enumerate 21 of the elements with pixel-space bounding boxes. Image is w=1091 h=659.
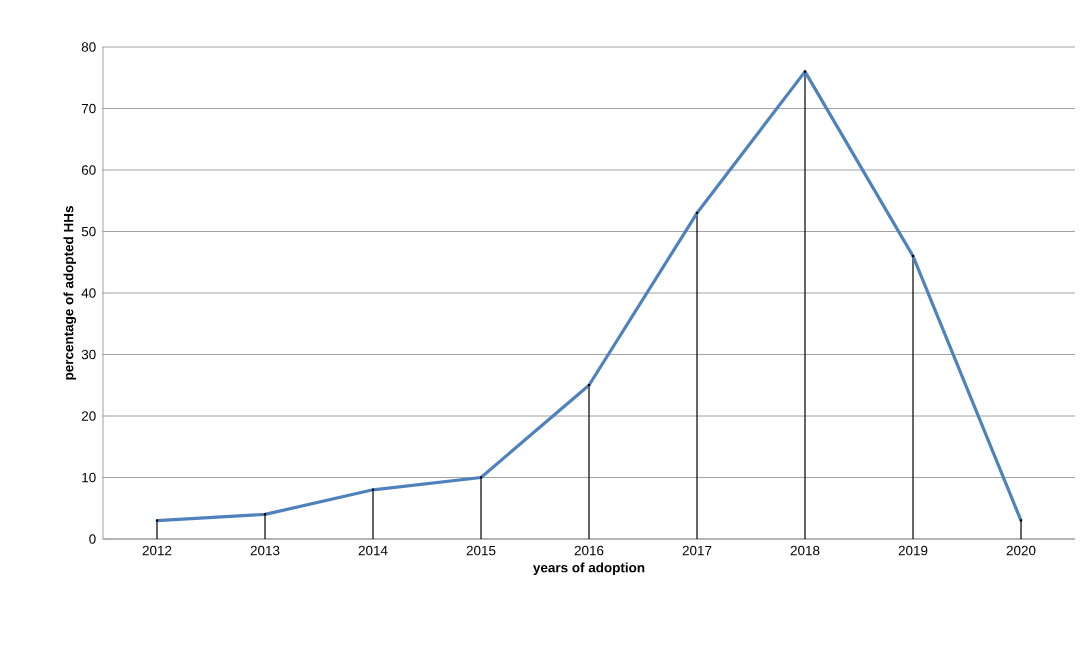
x-tick-label: 2019 [898, 545, 928, 556]
y-tick-label: 10 [82, 472, 96, 483]
y-tick-label: 0 [89, 534, 96, 544]
y-tick-label: 20 [81, 411, 96, 421]
x-tick-label: 2016 [574, 545, 604, 556]
x-tick-label: 2012 [142, 545, 172, 556]
x-tick-label: 2017 [682, 545, 712, 556]
y-tick-label: 80 [81, 42, 96, 52]
y-axis-title: percentage of adopted HHs [63, 206, 77, 380]
x-tick-label: 2013 [250, 545, 280, 556]
y-tick-label: 50 [81, 226, 96, 237]
x-tick-label: 2015 [466, 545, 496, 556]
y-tick-label: 60 [81, 165, 96, 175]
x-tick-label: 2014 [358, 545, 388, 556]
y-tick-label: 30 [81, 349, 96, 360]
x-tick-label: 2018 [790, 545, 820, 556]
x-axis-title: years of adoption [533, 562, 645, 576]
line-series [155, 70, 1023, 523]
y-tick-label: 70 [81, 103, 96, 114]
y-tick-label: 40 [81, 288, 96, 298]
x-tick-label: 2020 [1006, 545, 1036, 556]
